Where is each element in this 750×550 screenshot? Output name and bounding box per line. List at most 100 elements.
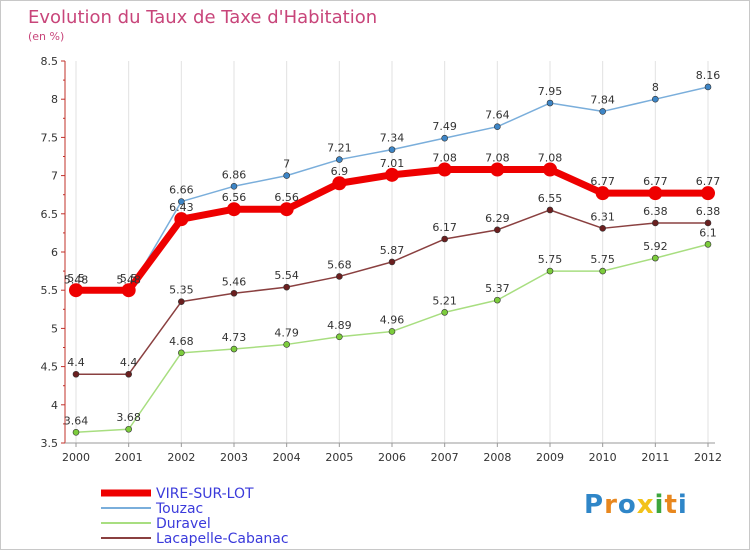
data-point <box>704 241 712 248</box>
data-point <box>332 176 347 191</box>
data-point <box>494 123 501 131</box>
data-label: 5.21 <box>432 294 457 307</box>
legend-label: VIRE-SUR-LOT <box>156 486 254 502</box>
logo-letter: P <box>584 490 605 520</box>
logo-letter: x <box>636 490 655 520</box>
data-point <box>283 283 290 291</box>
data-point <box>336 273 343 280</box>
data-label: 6.55 <box>538 192 563 205</box>
data-label: 3.64 <box>64 414 89 427</box>
data-point <box>546 99 554 107</box>
data-label: 5.75 <box>590 253 615 266</box>
data-point <box>279 202 294 217</box>
data-label: 5.75 <box>538 253 563 266</box>
data-label: 7.08 <box>485 151 510 164</box>
x-tick-label: 2003 <box>220 451 248 464</box>
data-label: 5.35 <box>169 284 194 297</box>
data-point <box>652 219 659 227</box>
chart-title: Evolution du Taux de Taxe d'Habitation <box>28 7 378 28</box>
data-label: 4.96 <box>380 313 405 326</box>
x-tick-label: 2001 <box>115 451 143 464</box>
x-tick-label: 2009 <box>536 451 564 464</box>
data-point <box>69 283 83 298</box>
data-label: 5.48 <box>116 274 141 287</box>
data-label: 6.38 <box>643 205 668 218</box>
y-tick-label: 3.5 <box>41 437 59 450</box>
data-point <box>72 370 80 378</box>
data-label: 8.16 <box>696 69 721 82</box>
data-point <box>283 341 290 348</box>
data-label: 7.01 <box>380 157 405 170</box>
data-point <box>441 235 448 243</box>
data-point <box>595 186 610 201</box>
y-tick-label: 5.5 <box>41 284 59 297</box>
logo-letter: r <box>604 490 618 520</box>
data-point <box>178 298 185 305</box>
data-point <box>441 309 448 316</box>
data-label: 7.64 <box>485 109 510 122</box>
logo-letter: o <box>617 490 637 520</box>
data-point <box>599 267 606 275</box>
y-tick-label: 6 <box>51 246 58 259</box>
data-label: 7.08 <box>538 151 563 164</box>
data-label: 6.77 <box>696 175 721 188</box>
data-label: 5.37 <box>485 282 510 295</box>
data-point <box>227 202 241 217</box>
legend-label: Touzac <box>155 501 203 517</box>
data-point <box>494 296 501 304</box>
data-point <box>652 95 659 103</box>
data-point <box>704 83 712 91</box>
data-label: 5.87 <box>380 244 405 257</box>
data-point <box>543 162 557 177</box>
data-point <box>648 186 663 201</box>
data-point <box>125 370 132 378</box>
logo-letter: i <box>677 490 688 520</box>
data-label: 5.5 <box>67 272 85 285</box>
y-tick-label: 8.5 <box>41 55 59 68</box>
y-tick-label: 7 <box>51 170 58 183</box>
data-label: 5.48 <box>64 274 89 287</box>
x-tick-label: 2005 <box>325 451 353 464</box>
data-label: 6.77 <box>590 175 615 188</box>
data-label: 6.86 <box>222 168 247 181</box>
data-point <box>121 283 136 298</box>
data-point <box>174 212 189 227</box>
data-point <box>336 156 343 163</box>
data-label: 6.56 <box>222 191 247 204</box>
data-point <box>230 289 238 297</box>
x-tick-label: 2000 <box>62 451 90 464</box>
x-tick-label: 2006 <box>378 451 406 464</box>
data-label: 7.34 <box>380 132 405 145</box>
data-label: 4.73 <box>222 331 247 344</box>
x-tick-label: 2008 <box>483 451 511 464</box>
data-point <box>388 146 396 153</box>
data-label: 7.08 <box>432 151 457 164</box>
data-label: 6.1 <box>699 226 717 239</box>
proxiti-logo: Proxiti <box>584 490 688 520</box>
data-label: 6.29 <box>485 212 510 225</box>
data-point <box>385 167 399 182</box>
chart-unit-label: (en %) <box>28 30 65 43</box>
data-point <box>494 226 501 234</box>
y-tick-label: 7.5 <box>41 131 59 144</box>
data-label: 5.92 <box>643 240 668 253</box>
data-label: 5.68 <box>327 258 352 271</box>
y-tick-label: 4 <box>51 399 58 412</box>
data-label: 6.66 <box>169 184 194 197</box>
data-point <box>652 254 659 262</box>
data-point <box>72 429 80 436</box>
data-point <box>336 333 343 341</box>
data-label: 6.56 <box>274 191 299 204</box>
data-point <box>388 328 396 335</box>
x-tick-label: 2004 <box>273 451 301 464</box>
data-label: 8 <box>652 81 659 94</box>
data-label: 4.68 <box>169 335 194 348</box>
data-point <box>178 198 185 205</box>
data-label: 6.9 <box>331 165 349 178</box>
data-point <box>546 267 554 275</box>
data-point <box>125 425 132 433</box>
data-point <box>388 258 396 266</box>
legend-label: Lacapelle-Cabanac <box>156 531 289 547</box>
